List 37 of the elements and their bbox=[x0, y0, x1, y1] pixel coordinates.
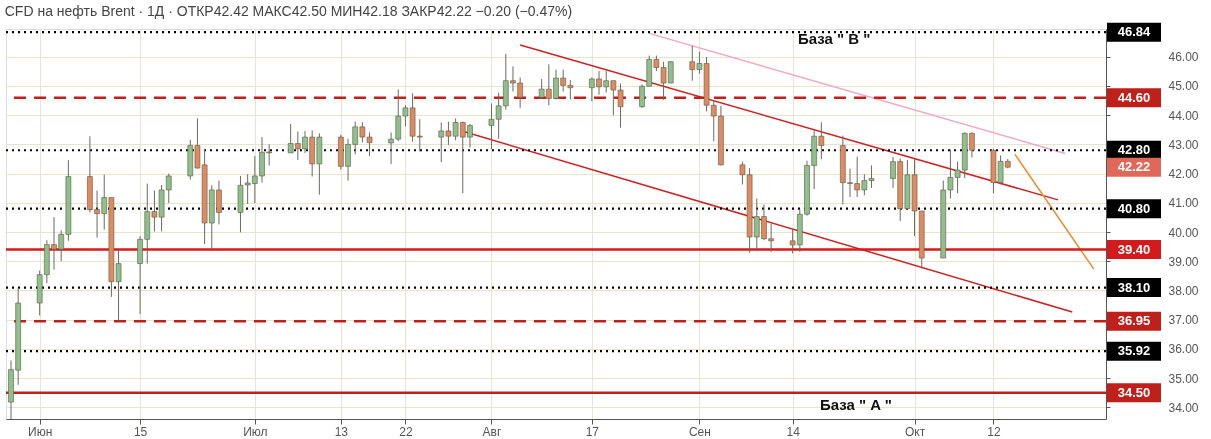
x-tick-label: 13 bbox=[334, 424, 349, 439]
y-tick-label: 36.00 bbox=[1168, 342, 1199, 357]
ref-line-label: 38.10 bbox=[1117, 279, 1151, 295]
ref-line-label: 40.80 bbox=[1117, 200, 1151, 216]
y-tick-label: 38.00 bbox=[1168, 283, 1199, 298]
annotation: База " A " bbox=[820, 396, 892, 413]
x-tick-label: 22 bbox=[399, 424, 413, 439]
text: 42.22 bbox=[1117, 159, 1151, 175]
ref-line-label: 39.40 bbox=[1117, 241, 1151, 257]
x-tick-label: Окт bbox=[904, 424, 926, 439]
x-tick-label: 14 bbox=[786, 424, 801, 439]
chart-title: CFD на нефть Brent · 1Д · ОТКР42.42 МАКС42.50 МИН42.18 ЗАКР42.22 −0.20 (−0.47%) bbox=[4, 2, 573, 19]
x-tick-label: Июн bbox=[28, 424, 53, 439]
ref-line-label: 44.60 bbox=[1117, 89, 1151, 105]
x-tick-label: Сен bbox=[688, 424, 711, 439]
y-tick-label: 40.00 bbox=[1168, 225, 1199, 240]
ref-line-label: 42.80 bbox=[1117, 142, 1151, 158]
y-tick-label: 34.00 bbox=[1168, 400, 1199, 415]
y-tick-label: 41.00 bbox=[1168, 196, 1199, 211]
x-tick-label: 17 bbox=[585, 424, 600, 439]
y-tick-label: 44.00 bbox=[1168, 108, 1199, 123]
x-tick-label: Авг bbox=[482, 424, 502, 439]
ref-line-label: 46.84 bbox=[1117, 24, 1152, 40]
y-tick-label: 35.00 bbox=[1168, 371, 1199, 386]
ref-line-label: 34.50 bbox=[1117, 384, 1151, 400]
y-tick-label: 46.00 bbox=[1168, 50, 1199, 65]
x-tick-label: 15 bbox=[133, 424, 148, 439]
y-tick-label: 45.00 bbox=[1168, 79, 1199, 94]
ref-line-label: 36.95 bbox=[1117, 313, 1151, 329]
y-tick-label: 37.00 bbox=[1168, 313, 1199, 328]
y-tick-label: 43.00 bbox=[1168, 137, 1199, 152]
ref-line-label: 35.92 bbox=[1117, 343, 1151, 359]
y-tick-label: 42.00 bbox=[1168, 167, 1199, 182]
x-tick-label: 12 bbox=[987, 424, 1001, 439]
x-tick-label: Июл bbox=[243, 424, 268, 439]
y-tick-label: 39.00 bbox=[1168, 254, 1199, 269]
annotation: База " B " bbox=[798, 30, 871, 47]
